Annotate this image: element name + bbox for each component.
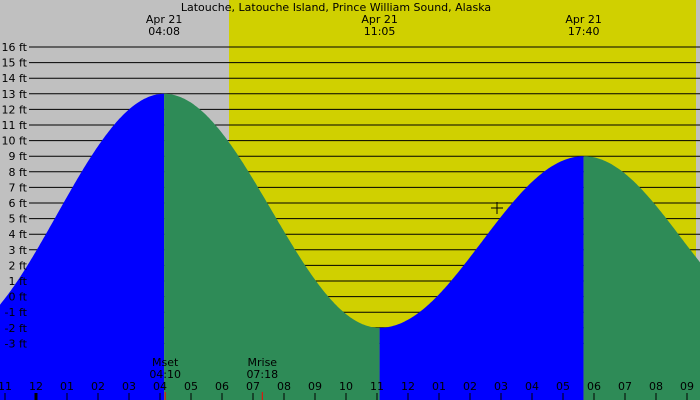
y-tick-label: 7 ft xyxy=(9,181,28,194)
rising-tide-area xyxy=(0,93,165,400)
y-tick-label: 14 ft xyxy=(2,72,28,85)
moon-event-time: 04:10 xyxy=(149,368,181,381)
x-tick-label: 02 xyxy=(91,380,105,393)
x-tick-label: 01 xyxy=(60,380,74,393)
x-tick-label: 11 xyxy=(0,380,12,393)
x-tick-label: 10 xyxy=(339,380,353,393)
x-tick-label: 11 xyxy=(370,380,384,393)
y-tick-label: 6 ft xyxy=(9,197,28,210)
x-tick-label: 05 xyxy=(556,380,570,393)
y-tick-label: 10 ft xyxy=(2,135,28,148)
y-tick-label: 3 ft xyxy=(9,244,28,257)
x-tick-label: 06 xyxy=(587,380,601,393)
y-tick-label: -1 ft xyxy=(5,306,28,319)
x-axis: 11 12 01 02 03 04 05 06 07 08 09 10 11 12 01 02 03 04 05 06… xyxy=(0,380,694,400)
y-tick-label: 8 ft xyxy=(9,166,28,179)
y-tick-label: 13 ft xyxy=(2,88,28,101)
tide-label-time: 04:08 xyxy=(148,25,180,38)
x-tick-label: 03 xyxy=(494,380,508,393)
y-tick-label: 5 ft xyxy=(9,213,28,226)
tide-label-date: Apr 21 xyxy=(361,13,398,26)
y-tick-label: 16 ft xyxy=(2,41,28,54)
x-tick-label: 04 xyxy=(153,380,167,393)
x-tick-label: 09 xyxy=(308,380,322,393)
y-tick-label: 4 ft xyxy=(9,228,28,241)
y-tick-label: 1 ft xyxy=(9,275,28,288)
tide-label-time: 11:05 xyxy=(364,25,396,38)
moon-event-label: Mrise xyxy=(248,356,278,369)
x-tick-label: 04 xyxy=(525,380,539,393)
x-tick-label: 12 xyxy=(401,380,415,393)
x-tick-label: 07 xyxy=(246,380,260,393)
tide-curves xyxy=(0,93,700,400)
x-tick-label: 05 xyxy=(184,380,198,393)
x-tick-label: 08 xyxy=(277,380,291,393)
x-tick-label: 01 xyxy=(432,380,446,393)
y-axis-labels: 16 ft 15 ft 14 ft 13 ft 12 ft 11 ft 10 ft 9 ft 8… xyxy=(2,41,28,350)
x-tick-label: 02 xyxy=(463,380,477,393)
y-tick-label: 9 ft xyxy=(9,150,28,163)
falling-tide-area xyxy=(583,156,700,400)
falling-tide-area xyxy=(164,93,380,400)
y-tick-label: 0 ft xyxy=(9,291,28,304)
x-tick-label: 12 xyxy=(29,380,43,393)
tide-label-date: Apr 21 xyxy=(565,13,602,26)
tide-label-time: 17:40 xyxy=(568,25,600,38)
x-tick-label: 03 xyxy=(122,380,136,393)
x-tick-label: 06 xyxy=(215,380,229,393)
y-tick-label: 2 ft xyxy=(9,259,28,272)
crosshair-cursor xyxy=(491,202,503,214)
moon-event-label: Mset xyxy=(152,356,179,369)
rising-tide-area xyxy=(379,156,584,400)
x-tick-label: 09 xyxy=(680,380,694,393)
y-tick-label: -3 ft xyxy=(5,337,28,350)
y-tick-label: 15 ft xyxy=(2,57,28,70)
y-tick-label: 11 ft xyxy=(2,119,28,132)
x-tick-label: 08 xyxy=(649,380,663,393)
tide-label-date: Apr 21 xyxy=(146,13,183,26)
y-tick-label: -2 ft xyxy=(5,322,28,335)
chart-title: Latouche, Latouche Island, Prince Willia… xyxy=(181,1,491,14)
moon-event-time: 07:18 xyxy=(246,368,278,381)
x-tick-label: 07 xyxy=(618,380,632,393)
y-tick-label: 12 ft xyxy=(2,103,28,116)
